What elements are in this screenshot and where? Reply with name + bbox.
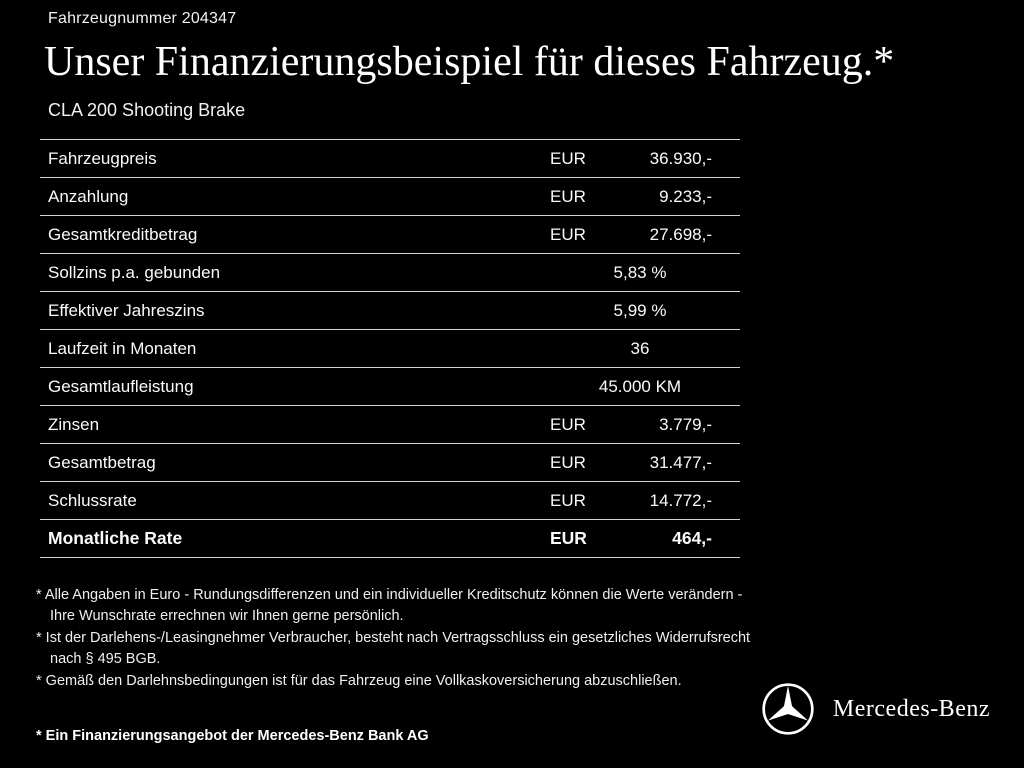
vehicle-model-subtitle: CLA 200 Shooting Brake [48,100,246,120]
table-row-schlussrate: Schlussrate EUR 14.772,- [40,481,740,519]
row-label: Gesamtlaufleistung [48,376,194,396]
row-label: Laufzeit in Monaten [48,338,197,358]
finance-table: Fahrzeugpreis EUR 36.930,- Anzahlung EUR… [40,139,740,558]
mercedes-star-icon [761,682,815,736]
row-value: 27.698,- [649,224,712,244]
row-value: 5,99 % [613,300,667,320]
row-label: Gesamtbetrag [48,452,156,472]
footnote-1: * Alle Angaben in Euro - Rundungsdiffere… [36,587,743,624]
vehicle-number: Fahrzeugnummer 204347 [48,10,237,27]
row-value: 5,83 % [613,262,667,282]
row-label: Gesamtkreditbetrag [48,224,198,244]
footnotes: * Alle Angaben in Euro - Rundungsdiffere… [36,585,751,694]
row-currency: EUR [550,148,586,168]
row-currency: EUR [550,528,587,548]
row-currency: EUR [550,186,586,206]
footnote-2: * Ist der Darlehens-/Leasingnehmer Verbr… [36,630,751,667]
table-row-gesamtkreditbetrag: Gesamtkreditbetrag EUR 27.698,- [40,215,740,253]
table-row-effektiver-jahreszins: Effektiver Jahreszins 5,99 % [40,291,740,329]
page-title: Unser Finanzierungsbeispiel für dieses F… [44,39,895,85]
row-label: Effektiver Jahreszins [48,300,205,320]
row-currency: EUR [550,414,586,434]
row-value: 9.233,- [659,186,712,206]
row-value: 36.930,- [649,148,712,168]
row-label: Zinsen [48,414,100,434]
row-value: 14.772,- [649,490,712,510]
row-label: Monatliche Rate [48,528,183,548]
table-row-gesamtbetrag: Gesamtbetrag EUR 31.477,- [40,443,740,481]
table-row-fahrzeugpreis: Fahrzeugpreis EUR 36.930,- [40,139,740,177]
row-label: Fahrzeugpreis [48,148,157,168]
row-currency: EUR [550,490,586,510]
table-row-gesamtlaufleistung: Gesamtlaufleistung 45.000 KM [40,367,740,405]
row-label: Sollzins p.a. gebunden [48,262,221,282]
row-currency: EUR [550,452,586,472]
footnote-bank-offer: * Ein Finanzierungsangebot der Mercedes-… [36,728,429,744]
row-value: 45.000 KM [598,376,682,396]
row-value: 3.779,- [659,414,712,434]
row-currency: EUR [550,224,586,244]
table-row-anzahlung: Anzahlung EUR 9.233,- [40,177,740,215]
table-row-laufzeit: Laufzeit in Monaten 36 [40,329,740,367]
row-label: Schlussrate [48,490,137,510]
row-value: 464,- [672,528,712,548]
row-value: 31.477,- [649,452,712,472]
brand-wordmark: Mercedes-Benz [832,695,990,722]
table-row-zinsen: Zinsen EUR 3.779,- [40,405,740,443]
row-value: 36 [630,338,650,358]
brand-footer: Mercedes-Benz [761,682,990,736]
footnote-3: * Gemäß den Darlehnsbedingungen ist für … [36,673,682,690]
table-row-monatliche-rate: Monatliche Rate EUR 464,- [40,519,740,557]
row-label: Anzahlung [48,186,129,206]
table-row-sollzins: Sollzins p.a. gebunden 5,83 % [40,253,740,291]
